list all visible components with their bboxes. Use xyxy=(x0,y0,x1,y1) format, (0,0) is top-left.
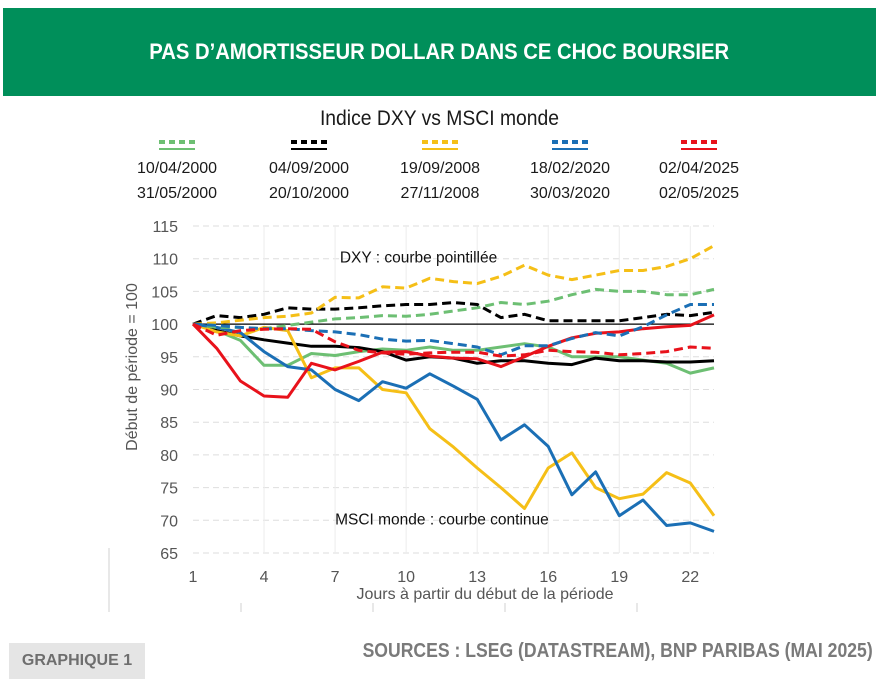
msci-solid-line xyxy=(192,322,715,533)
legend-end-date: 02/05/2025 xyxy=(658,184,740,202)
legend-solid-swatch xyxy=(681,148,717,150)
msci-annotation: MSCI monde : courbe continue xyxy=(335,511,549,528)
legend-item: 18/02/2020 30/03/2020 xyxy=(510,140,630,206)
legend-start-date: 02/04/2025 xyxy=(658,159,740,177)
x-tick-label: 4 xyxy=(260,569,269,586)
legend-start-date: 04/09/2000 xyxy=(268,159,350,177)
legend-solid-swatch xyxy=(422,148,458,150)
figure-badge: GRAPHIQUE 1 xyxy=(9,643,145,679)
y-tick-label: 80 xyxy=(160,448,178,465)
legend-solid-swatch xyxy=(552,148,588,150)
source-note: SOURCES : LSEG (DATASTREAM), BNP PARIBAS… xyxy=(362,640,873,662)
y-tick-label: 85 xyxy=(160,415,178,432)
series-lines xyxy=(191,244,716,533)
msci-solid-line xyxy=(192,322,715,375)
legend-item: 10/04/2000 31/05/2000 xyxy=(117,140,237,206)
x-axis-label: Jours à partir du début de la période xyxy=(356,586,613,603)
dxy-dashed-line xyxy=(192,244,715,326)
legend-dash-swatch xyxy=(681,140,717,144)
legend-start-date: 10/04/2000 xyxy=(136,159,218,177)
legend-end-date: 20/10/2000 xyxy=(268,184,350,202)
legend-dash-swatch xyxy=(552,140,588,144)
page-title: PAS D’AMORTISSEUR DOLLAR DANS CE CHOC BO… xyxy=(149,39,730,64)
y-axis-ticks: 65 70 75 80 85 90 95 100 105 110 115 xyxy=(151,219,178,563)
legend-start-date: 18/02/2020 xyxy=(529,159,611,177)
legend-item: 02/04/2025 02/05/2025 xyxy=(639,140,759,206)
legend-solid-swatch xyxy=(291,148,327,150)
y-tick-label: 65 xyxy=(160,546,178,563)
dxy-dashed-line xyxy=(192,322,715,358)
x-tick-label: 10 xyxy=(397,569,415,586)
legend-item: 04/09/2000 20/10/2000 xyxy=(249,140,369,206)
x-tick-label: 22 xyxy=(681,569,699,586)
y-tick-label: 115 xyxy=(152,219,178,236)
dxy-dashed-line xyxy=(192,287,715,331)
x-tick-label: 1 xyxy=(189,569,198,586)
legend-end-date: 27/11/2008 xyxy=(400,184,480,202)
legend-end-date: 31/05/2000 xyxy=(136,184,218,202)
y-tick-label: 105 xyxy=(151,284,178,301)
x-tick-label: 7 xyxy=(331,569,340,586)
legend-dash-swatch xyxy=(291,140,327,144)
y-tick-label: 70 xyxy=(160,513,178,530)
x-tick-label: 13 xyxy=(468,569,486,586)
dxy-dashed-line xyxy=(192,303,714,357)
y-tick-label: 95 xyxy=(160,350,178,367)
y-tick-label: 110 xyxy=(152,252,178,269)
y-tick-label: 90 xyxy=(160,383,178,400)
legend-dash-swatch xyxy=(159,140,195,144)
y-tick-label: 100 xyxy=(151,317,178,334)
x-tick-label: 16 xyxy=(539,569,557,586)
annotations: DXY : courbe pointillée MSCI monde : cour… xyxy=(335,250,549,529)
dxy-dashed-line xyxy=(192,301,715,326)
x-tick-label: 19 xyxy=(610,569,628,586)
legend-solid-swatch xyxy=(159,148,195,150)
chart-title: Indice DXY vs MSCI monde xyxy=(319,107,560,130)
legend-item: 19/09/2008 27/11/2008 xyxy=(380,140,500,206)
legend-start-date: 19/09/2008 xyxy=(399,159,481,177)
msci-solid-line xyxy=(191,313,715,399)
grid-lines xyxy=(108,225,714,612)
y-tick-label: 75 xyxy=(160,481,178,498)
title-banner: PAS D’AMORTISSEUR DOLLAR DANS CE CHOC BO… xyxy=(3,8,876,96)
x-axis-ticks: 1 4 7 10 13 16 19 22 xyxy=(189,569,700,586)
dxy-annotation: DXY : courbe pointillée xyxy=(340,250,497,267)
legend-end-date: 30/03/2020 xyxy=(529,184,611,202)
y-axis-label: Début de période = 100 xyxy=(124,283,141,451)
legend-dash-swatch xyxy=(422,140,458,144)
